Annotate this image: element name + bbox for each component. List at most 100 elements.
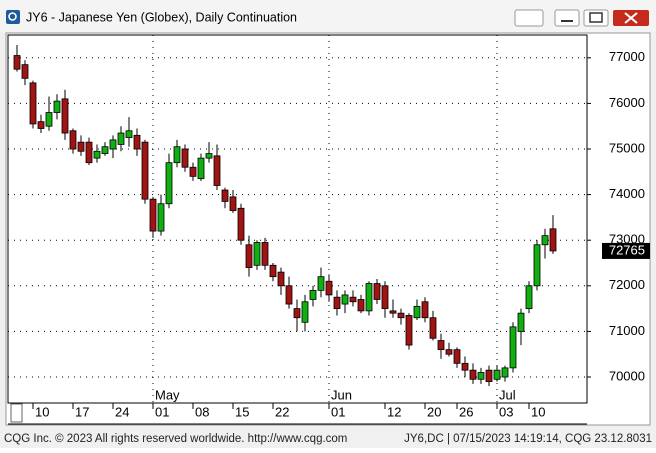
- candle-body: [37, 121, 45, 129]
- candle-body: [157, 203, 165, 232]
- candle-body: [341, 294, 349, 305]
- candle-body: [333, 296, 341, 310]
- candle-body: [293, 308, 301, 319]
- y-tick-label: 74000: [609, 186, 645, 201]
- candle-body: [53, 100, 61, 113]
- candle-body: [125, 130, 133, 139]
- candle-body: [109, 139, 117, 150]
- plot-area: [7, 34, 588, 404]
- candle-body: [93, 150, 101, 159]
- scroll-handle[interactable]: [10, 403, 23, 423]
- candle-body: [397, 312, 405, 319]
- candle-body: [373, 283, 381, 300]
- close-glyph: [624, 12, 638, 24]
- candle-body: [461, 362, 469, 371]
- candle-body: [469, 369, 477, 380]
- candle-body: [77, 141, 85, 152]
- candle-body: [173, 146, 181, 164]
- x-tick-label: 08: [195, 404, 209, 419]
- candle-body: [85, 141, 93, 164]
- x-tick-label: 22: [275, 404, 289, 419]
- candle-body: [325, 280, 333, 296]
- x-tick-label: 24: [115, 404, 129, 419]
- footer-status: JY6,DC | 07/15/2023 14:19:14, CQG 23.12.…: [404, 433, 652, 445]
- candle-body: [493, 369, 501, 380]
- candle-body: [381, 285, 389, 310]
- candle-body: [221, 189, 229, 202]
- candle-body: [485, 369, 493, 382]
- y-tick-label: 70000: [609, 368, 645, 383]
- y-tick-label: 77000: [609, 49, 645, 64]
- candle-body: [477, 372, 485, 380]
- candle-body: [517, 312, 525, 332]
- candle-body: [149, 198, 157, 232]
- x-tick-label: 15: [235, 404, 249, 419]
- footer-copyright: CQG Inc. © 2023 All rights reserved worl…: [4, 433, 347, 445]
- window-title: JY6 - Japanese Yen (Globex), Daily Conti…: [26, 10, 297, 24]
- x-tick-label: 17: [75, 404, 89, 419]
- month-label: Jun: [331, 387, 352, 402]
- last-price-label: 72765: [609, 242, 645, 257]
- x-tick-label: 26: [459, 404, 473, 419]
- y-tick-label: 76000: [609, 95, 645, 110]
- y-tick-label: 72000: [609, 277, 645, 292]
- candle-body: [301, 301, 309, 323]
- candle-body: [141, 141, 149, 200]
- candle-body: [317, 276, 325, 291]
- candle-body: [445, 349, 453, 355]
- minimize-button[interactable]: [554, 9, 580, 27]
- candle-body: [205, 153, 213, 159]
- last-price-box: [602, 242, 650, 259]
- month-label: May: [155, 387, 180, 402]
- x-tick-label: 10: [35, 404, 49, 419]
- candle-body: [189, 166, 197, 177]
- candle-body: [21, 64, 29, 79]
- candle-body: [421, 301, 429, 319]
- candle-body: [181, 148, 189, 168]
- app-icon: [6, 10, 20, 24]
- candle-body: [541, 235, 549, 246]
- candle-body: [309, 289, 317, 300]
- candle-body: [269, 264, 277, 278]
- candle-body: [237, 207, 245, 241]
- x-tick-label: 03: [499, 404, 513, 419]
- y-tick-label: 73000: [609, 232, 645, 247]
- app-icon-glyph: [8, 12, 17, 21]
- candle-body: [197, 157, 205, 180]
- x-tick-label: 01: [155, 404, 169, 419]
- candle-body: [165, 162, 173, 205]
- candle-body: [133, 134, 141, 150]
- y-tick-label: 75000: [609, 140, 645, 155]
- candle-body: [549, 228, 557, 252]
- candle-body: [213, 155, 221, 186]
- candle-body: [525, 285, 533, 310]
- candle-body: [405, 315, 413, 346]
- candle-body: [45, 112, 53, 127]
- month-label: Jul: [499, 387, 516, 402]
- candle-body: [349, 296, 357, 303]
- candle-body: [357, 299, 365, 312]
- candle-body: [437, 340, 445, 351]
- candle-body: [413, 305, 421, 319]
- x-tick-label: 10: [531, 404, 545, 419]
- candle-body: [365, 283, 373, 312]
- title-bar: [0, 0, 656, 32]
- candle-body: [101, 146, 109, 154]
- candle-body: [245, 244, 253, 268]
- candle-body: [29, 82, 37, 125]
- candle-body: [533, 244, 541, 287]
- x-tick-label: 20: [427, 404, 441, 419]
- candle-body: [229, 196, 237, 211]
- candle-body: [117, 132, 125, 145]
- link-button[interactable]: [514, 9, 544, 27]
- candle-body: [501, 367, 509, 378]
- candle-body: [13, 55, 21, 70]
- candle-body: [61, 98, 69, 134]
- candle-body: [69, 130, 77, 150]
- y-tick-label: 71000: [609, 323, 645, 338]
- candle-body: [429, 317, 437, 339]
- candle-body: [453, 349, 461, 364]
- candle-body: [261, 242, 269, 266]
- candle-body: [285, 285, 293, 305]
